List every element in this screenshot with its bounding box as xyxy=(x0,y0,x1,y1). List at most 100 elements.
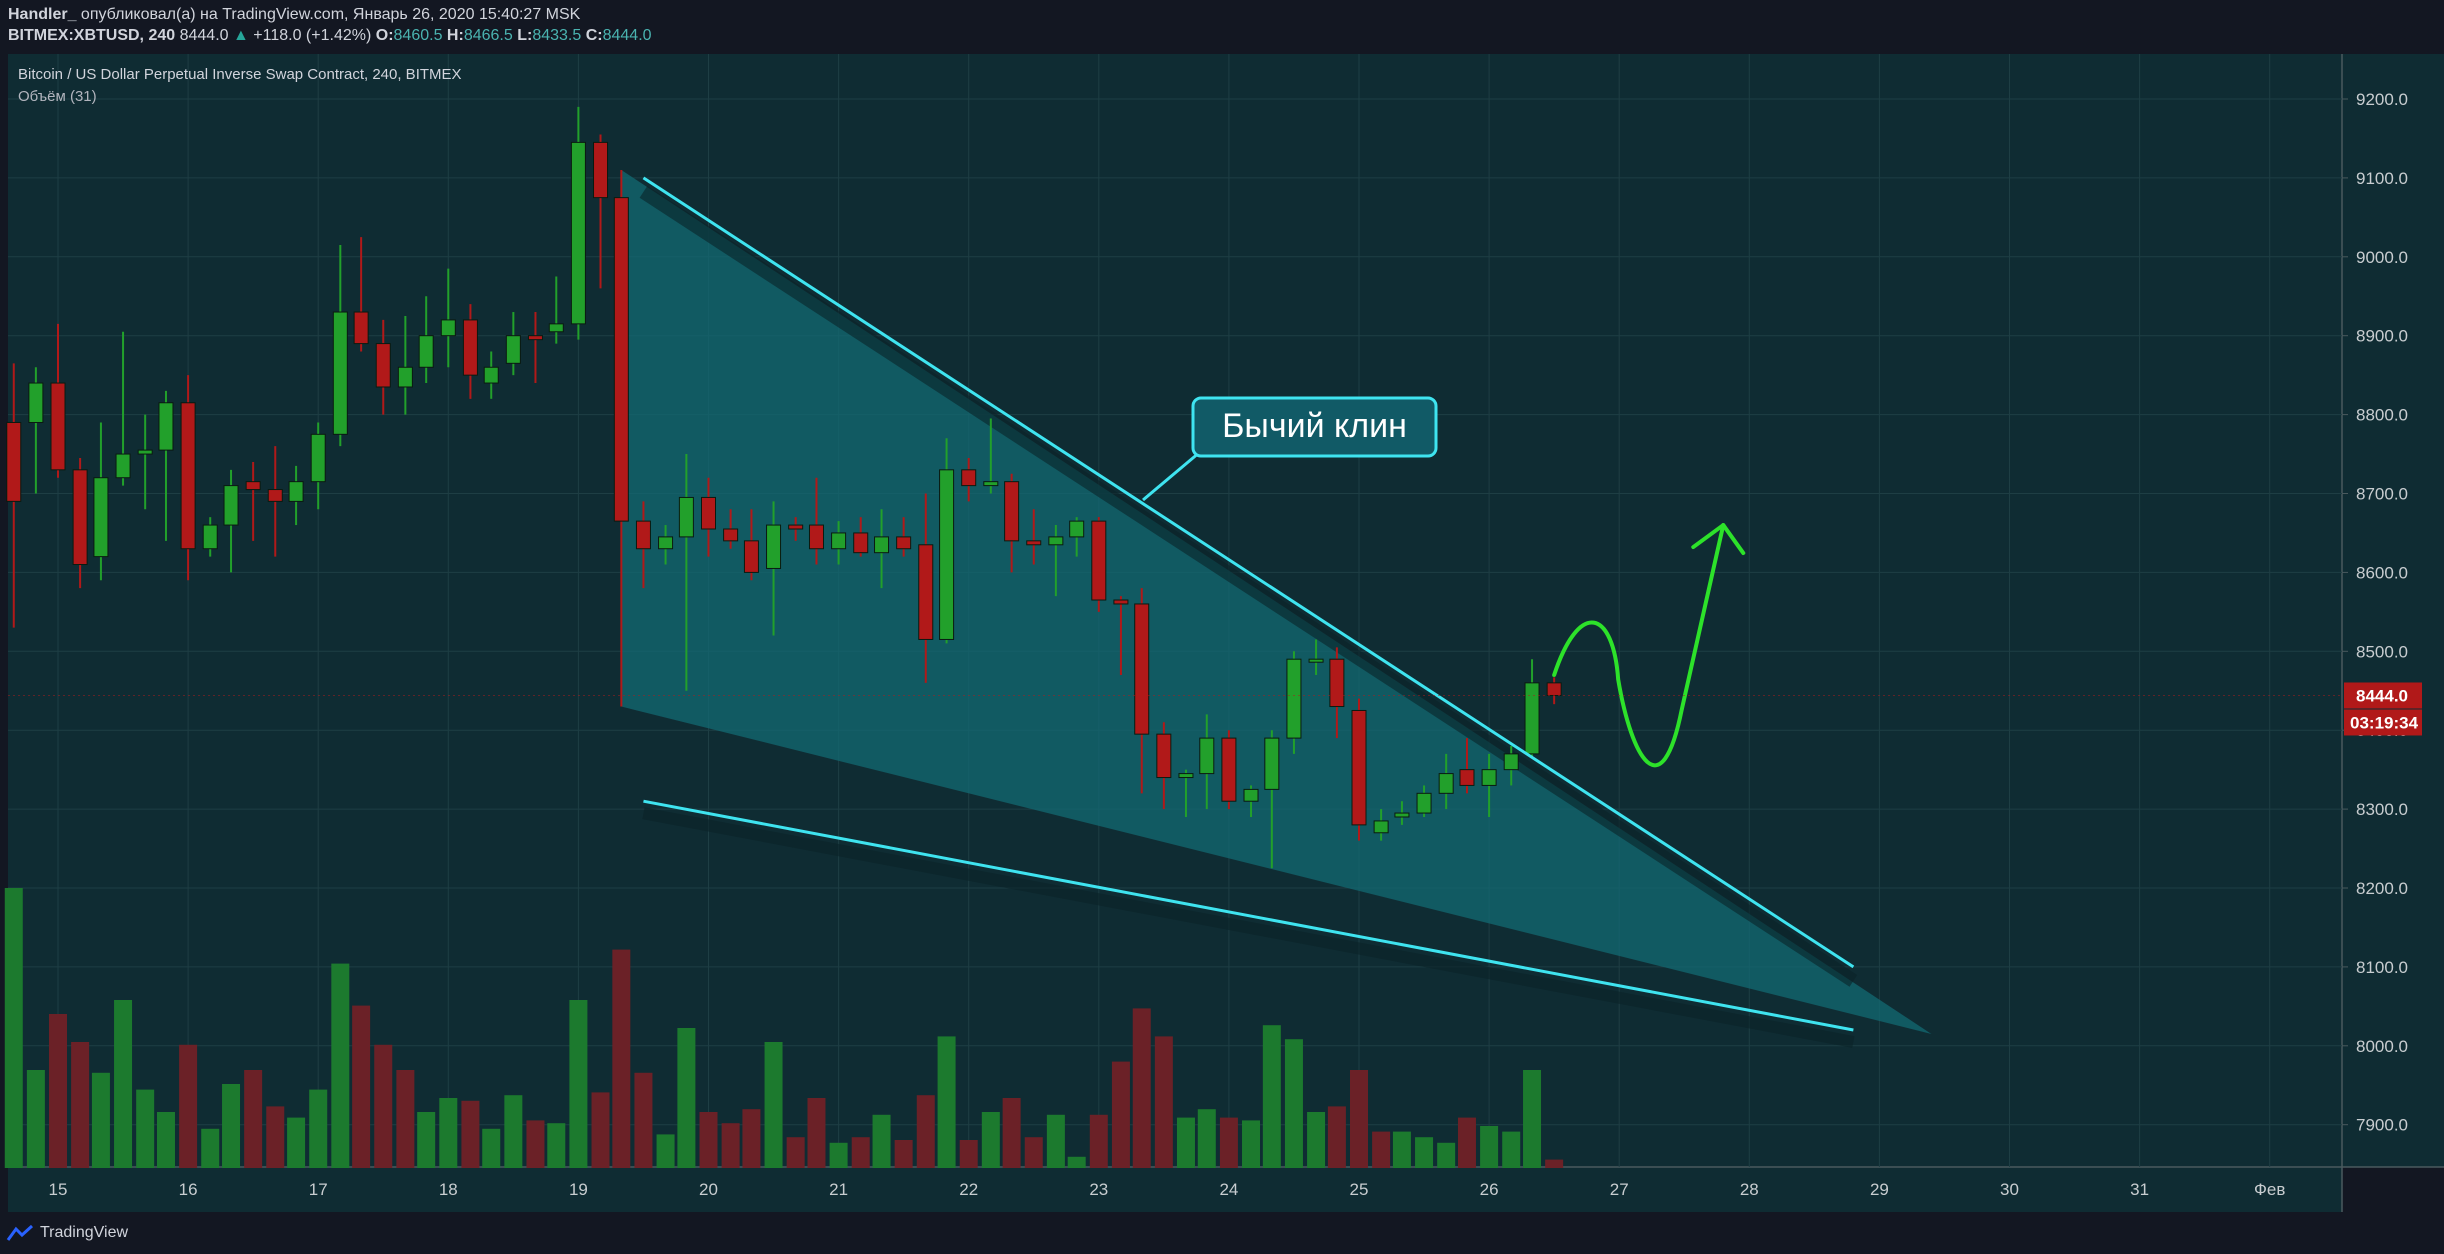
candle-body xyxy=(28,382,44,423)
candle-body xyxy=(6,421,22,502)
volume-bar xyxy=(461,1100,480,1168)
wedge-upper-shadow xyxy=(639,186,1858,987)
ohlc-summary: BITMEX:XBTUSD, 240 8444.0 ▲ +118.0 (+1.4… xyxy=(8,27,652,45)
projection-arrow xyxy=(1552,523,1726,768)
high-value: 8466.5 xyxy=(463,27,513,44)
y-tick-label: 8000.0 xyxy=(2356,1037,2408,1056)
candle-body xyxy=(527,335,543,341)
volume-bar xyxy=(1327,1106,1346,1168)
candle-body xyxy=(505,335,521,364)
volume-bar xyxy=(4,888,23,1168)
candle-body xyxy=(353,311,369,345)
volume-bar xyxy=(634,1072,653,1168)
volume-legend[interactable]: Объём (31) xyxy=(18,88,97,105)
volume-bar xyxy=(1523,1070,1542,1168)
callout-label: Бычий клин xyxy=(1222,407,1407,445)
volume-bar xyxy=(179,1044,198,1168)
candle-body xyxy=(137,449,153,455)
candle-body xyxy=(853,532,869,554)
candle-body xyxy=(1524,682,1540,755)
volume-bar xyxy=(439,1098,458,1168)
volume-bar xyxy=(1002,1098,1021,1168)
published-text: опубликовал(а) на TradingView.com, Январ… xyxy=(80,6,581,23)
publication-info: Handler_ опубликовал(а) на TradingView.c… xyxy=(8,6,580,24)
volume-bar xyxy=(1372,1131,1391,1168)
y-tick-label: 8500.0 xyxy=(2356,642,2408,661)
volume-bar xyxy=(786,1137,805,1168)
candle-body xyxy=(1459,769,1475,786)
volume-bar xyxy=(91,1072,110,1168)
candle-body xyxy=(613,197,629,522)
volume-bar xyxy=(1154,1036,1173,1168)
volume-bar xyxy=(352,1005,371,1168)
volume-bar xyxy=(1307,1112,1326,1168)
open-value: 8460.5 xyxy=(393,27,443,44)
candle-body xyxy=(723,528,739,542)
volume-bar xyxy=(309,1089,328,1168)
volume-bar xyxy=(331,963,350,1168)
up-arrow-icon: ▲ xyxy=(232,27,249,44)
x-tick-label: 27 xyxy=(1610,1180,1629,1199)
close-label: C: xyxy=(585,27,603,44)
x-tick-label: 30 xyxy=(2000,1180,2019,1199)
y-tick-label: 8700.0 xyxy=(2356,485,2408,504)
volume-bar xyxy=(1219,1117,1238,1168)
candle-body xyxy=(570,141,586,325)
symbol-label[interactable]: BITMEX:XBTUSD, 240 xyxy=(8,27,176,44)
candle-body xyxy=(1438,773,1454,794)
volume-bar xyxy=(26,1070,45,1168)
volume-bar xyxy=(1480,1126,1499,1168)
candle-body xyxy=(896,536,912,550)
volume-bar xyxy=(1457,1117,1476,1168)
candle-body xyxy=(115,453,131,479)
candle-body xyxy=(1286,658,1302,739)
chart-legend-title[interactable]: Bitcoin / US Dollar Perpetual Inverse Sw… xyxy=(18,66,462,83)
candle-body xyxy=(332,311,348,435)
candle-body xyxy=(874,536,890,554)
candle-body xyxy=(310,433,326,483)
volume-bar xyxy=(1262,1025,1281,1168)
callout-box xyxy=(1191,396,1438,458)
candle-body xyxy=(1394,812,1410,818)
y-tick-label: 7900.0 xyxy=(2356,1116,2408,1135)
countdown-label: 03:19:34 xyxy=(2350,713,2419,732)
candle-body xyxy=(1243,788,1259,802)
volume-bar xyxy=(1046,1114,1065,1168)
volume-bar xyxy=(222,1084,241,1168)
candle-body xyxy=(223,485,239,526)
x-tick-label: 28 xyxy=(1740,1180,1759,1199)
x-tick-label: 17 xyxy=(309,1180,328,1199)
x-tick-label: 22 xyxy=(959,1180,978,1199)
candle-body xyxy=(939,469,955,640)
author-name[interactable]: Handler_ xyxy=(8,6,77,23)
candle-body xyxy=(288,481,304,502)
chart-header: Handler_ опубликовал(а) на TradingView.c… xyxy=(0,0,2444,52)
footer-brand[interactable]: TradingView xyxy=(40,1224,129,1241)
price-chart[interactable]: 9200.0 9100.0 9000.0 8900.0 8800.0 8700.0 8600… xyxy=(0,52,2444,1212)
candle-body xyxy=(397,366,413,388)
volume-bar xyxy=(504,1095,523,1168)
volume-bar xyxy=(71,1042,90,1168)
volume-bar xyxy=(1350,1070,1368,1168)
volume-bar xyxy=(1089,1114,1108,1168)
volume-bar xyxy=(244,1070,263,1168)
y-tick-label: 8100.0 xyxy=(2356,958,2408,977)
volume-bar xyxy=(937,1036,956,1168)
countdown-badge xyxy=(2344,709,2422,736)
x-tick-label: 20 xyxy=(699,1180,718,1199)
volume-bar xyxy=(1392,1131,1411,1168)
candle-body xyxy=(1199,737,1215,775)
volume-bar xyxy=(1242,1120,1261,1168)
volume-bar xyxy=(49,1014,67,1168)
y-tick-label: 9100.0 xyxy=(2356,169,2408,188)
x-tick-label: 23 xyxy=(1089,1180,1108,1199)
candle-body xyxy=(440,319,456,337)
open-label: O: xyxy=(375,27,394,44)
candle-body xyxy=(180,402,196,550)
candle-body xyxy=(1069,520,1085,538)
volume-bar xyxy=(829,1142,848,1168)
x-tick-label: 25 xyxy=(1350,1180,1369,1199)
volume-bar xyxy=(699,1112,718,1168)
wedge-lower-line xyxy=(643,799,1854,1032)
volume-bar xyxy=(1111,1061,1130,1168)
